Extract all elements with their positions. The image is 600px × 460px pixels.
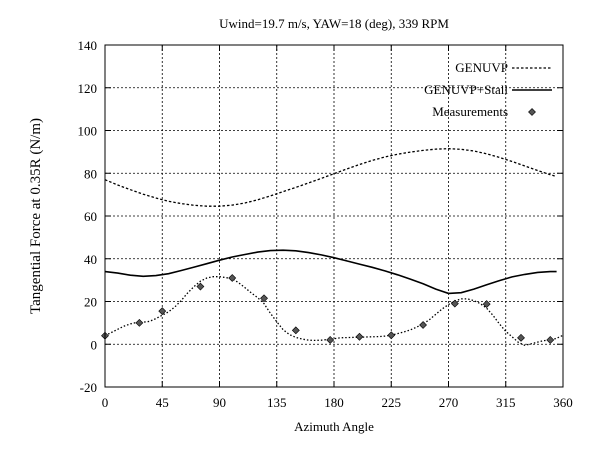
x-tick-label: 180 xyxy=(324,395,344,410)
measurement-point xyxy=(158,307,167,316)
x-tick-label: 45 xyxy=(156,395,169,410)
measurement-point xyxy=(228,274,237,282)
measurement-point xyxy=(546,336,555,344)
measurement-point xyxy=(135,318,144,327)
chart-title: Uwind=19.7 m/s, YAW=18 (deg), 339 RPM xyxy=(219,16,449,31)
y-tick-label: 120 xyxy=(78,81,98,96)
series-line-0 xyxy=(104,148,557,207)
x-tick-label: 135 xyxy=(267,395,287,410)
y-tick-label: 0 xyxy=(91,337,98,352)
legend-marker xyxy=(528,108,536,116)
measurement-point xyxy=(450,299,459,308)
tick-marks xyxy=(104,44,564,388)
x-axis-label: Azimuth Angle xyxy=(294,419,374,434)
x-tick-label: 90 xyxy=(213,395,226,410)
measurement-point xyxy=(326,336,335,344)
grid-lines xyxy=(105,45,563,387)
legend-label: GENUVP+Stall xyxy=(424,82,508,97)
series-layer xyxy=(104,148,564,346)
y-tick-label: 60 xyxy=(84,209,97,224)
x-tick-label: 315 xyxy=(496,395,516,410)
legend-label: Measurements xyxy=(432,104,508,119)
y-tick-label: 80 xyxy=(84,166,97,181)
measurement-markers xyxy=(101,274,555,344)
x-tick-label: 0 xyxy=(102,395,109,410)
measurement-point xyxy=(517,333,525,342)
x-tick-label: 270 xyxy=(439,395,459,410)
series-line-1 xyxy=(104,249,557,295)
y-tick-label: 20 xyxy=(84,295,97,310)
y-tick-labels: -20 0 20 40 60 80 100 120 140 xyxy=(78,38,98,395)
y-tick-label: 100 xyxy=(78,124,98,139)
legend-label: GENUVP xyxy=(455,60,508,75)
measurement-point xyxy=(196,282,205,291)
measurement-point xyxy=(482,300,491,308)
x-tick-label: 360 xyxy=(553,395,573,410)
x-tick-label: 225 xyxy=(382,395,402,410)
y-tick-label: 140 xyxy=(78,38,98,53)
measurement-point xyxy=(387,331,396,340)
measurement-point xyxy=(260,294,268,303)
measurement-point xyxy=(419,321,427,329)
measurement-point xyxy=(291,326,300,335)
legend: GENUVP GENUVP+Stall Measurements xyxy=(424,60,552,119)
y-tick-label: 40 xyxy=(84,252,97,267)
y-tick-label: -20 xyxy=(80,380,97,395)
y-axis-label: Tangential Force at 0.35R (N/m) xyxy=(28,118,44,314)
x-tick-labels: 0 45 90 135 180 225 270 315 360 xyxy=(102,395,573,410)
measurement-point xyxy=(355,332,364,341)
